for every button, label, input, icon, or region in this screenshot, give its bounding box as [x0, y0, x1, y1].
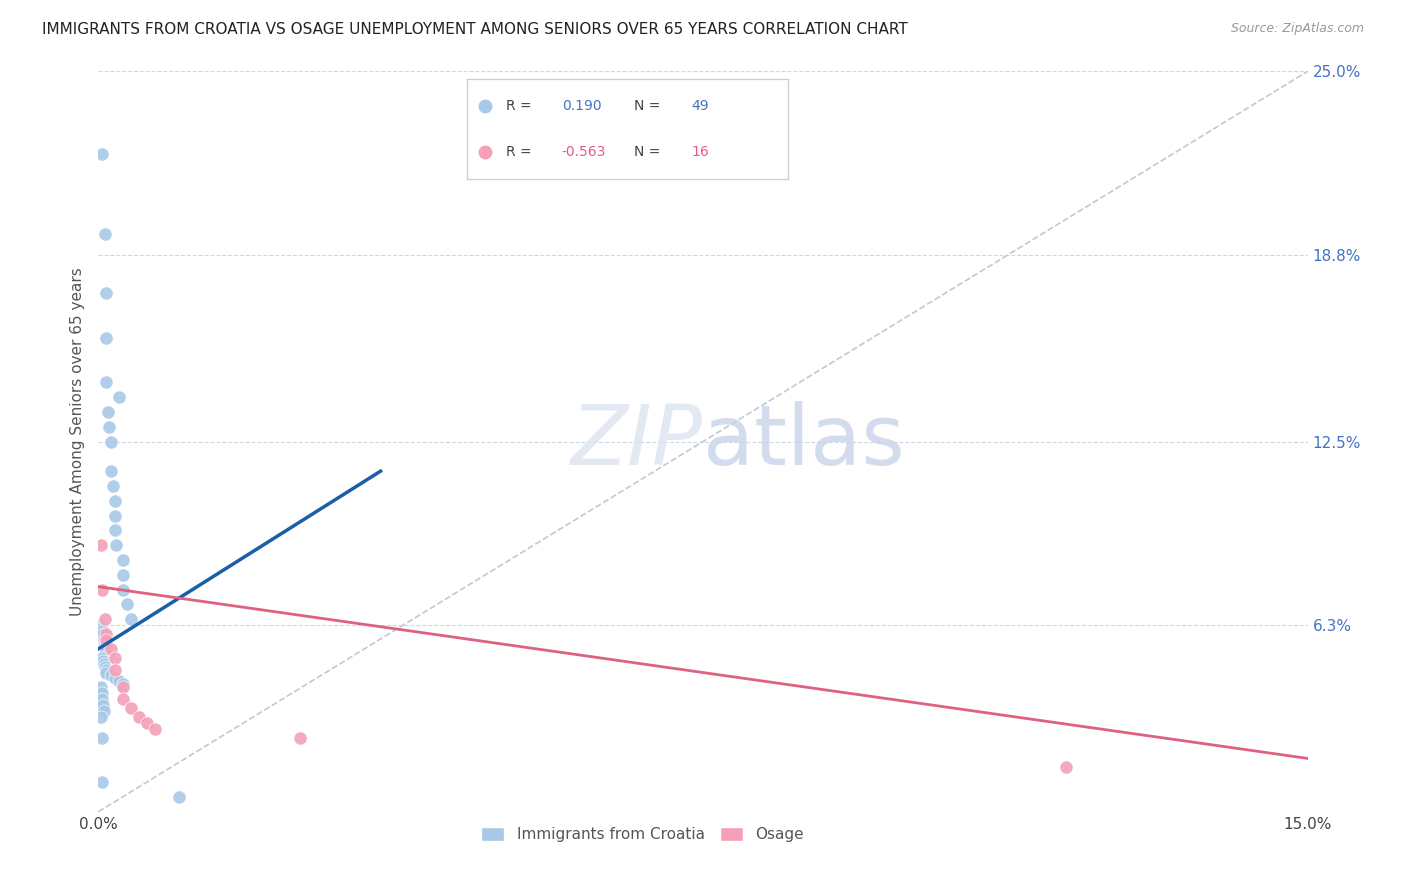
Point [107, 674, 129, 689]
Point [96, 286, 118, 301]
Text: atlas: atlas [703, 401, 904, 482]
Point [111, 582, 134, 597]
Point [103, 650, 125, 665]
Point [111, 681, 134, 695]
Point [97, 648, 120, 662]
Point [90, 538, 112, 552]
Point [288, 731, 311, 745]
Point [90, 618, 112, 632]
Point [120, 612, 142, 626]
Point [111, 553, 134, 567]
Point [91, 627, 114, 641]
Point [111, 692, 134, 706]
Point [91, 624, 114, 638]
Point [103, 493, 125, 508]
Point [103, 663, 125, 677]
Point [103, 524, 125, 538]
Point [91, 654, 114, 668]
Text: Source: ZipAtlas.com: Source: ZipAtlas.com [1230, 22, 1364, 36]
Point [91, 692, 114, 706]
Point [103, 508, 125, 523]
Point [100, 434, 122, 449]
Point [91, 582, 114, 597]
Point [120, 701, 142, 715]
Y-axis label: Unemployment Among Seniors over 65 years: Unemployment Among Seniors over 65 years [69, 268, 84, 615]
Point [100, 464, 122, 478]
Point [94, 636, 117, 650]
Point [90, 621, 112, 635]
Point [111, 677, 134, 691]
Point [94, 612, 117, 626]
Point [90, 686, 112, 700]
Point [91, 698, 114, 712]
Point [115, 598, 138, 612]
Point [90, 710, 112, 724]
Point [100, 668, 122, 682]
Point [96, 645, 118, 659]
Point [128, 710, 150, 724]
Point [111, 567, 134, 582]
Point [93, 657, 115, 671]
Point [96, 627, 118, 641]
Point [90, 681, 112, 695]
Point [103, 672, 125, 686]
Point [105, 538, 128, 552]
Point [94, 659, 117, 673]
Point [100, 641, 122, 656]
Text: IMMIGRANTS FROM CROATIA VS OSAGE UNEMPLOYMENT AMONG SENIORS OVER 65 YEARS CORREL: IMMIGRANTS FROM CROATIA VS OSAGE UNEMPLO… [42, 22, 908, 37]
Point [93, 632, 115, 647]
Legend: Immigrants from Croatia, Osage: Immigrants from Croatia, Osage [475, 822, 810, 848]
Point [91, 650, 114, 665]
Point [143, 722, 166, 736]
Text: ZIP: ZIP [571, 401, 703, 482]
Point [96, 331, 118, 345]
Point [135, 715, 157, 730]
Point [96, 632, 118, 647]
Point [93, 704, 115, 718]
Point [96, 376, 118, 390]
Point [91, 147, 114, 161]
Point [167, 789, 190, 804]
Point [96, 665, 118, 680]
Point [96, 663, 118, 677]
Point [1054, 760, 1077, 774]
Point [91, 775, 114, 789]
Point [107, 390, 129, 404]
Point [97, 405, 120, 419]
Point [101, 479, 124, 493]
Point [97, 419, 120, 434]
Point [94, 227, 117, 242]
Point [94, 639, 117, 653]
Point [90, 731, 112, 745]
Point [96, 641, 118, 656]
